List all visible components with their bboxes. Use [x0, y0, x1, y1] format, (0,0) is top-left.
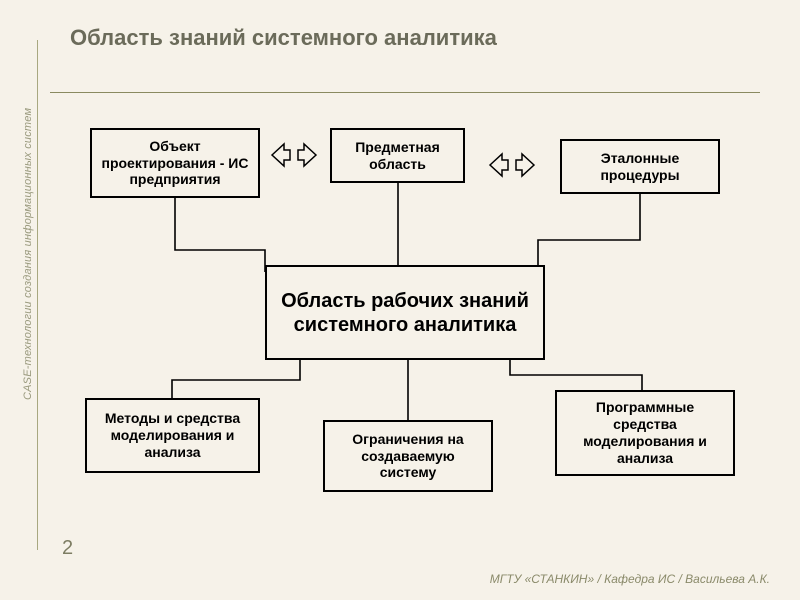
double-arrow-icon — [488, 150, 536, 180]
node-design-object: Объект проектирования - ИС предприятия — [90, 128, 260, 198]
node-label: Область рабочих знаний системного аналит… — [275, 289, 535, 337]
node-methods-tools: Методы и средства моделирования и анализ… — [85, 398, 260, 473]
node-constraints: Ограничения на создаваемую систему — [323, 420, 493, 492]
node-label: Эталонные процедуры — [570, 150, 710, 184]
node-label: Программные средства моделирования и ана… — [565, 399, 725, 466]
slide: CASE-технологии создания информационных … — [0, 0, 800, 600]
page-number: 2 — [62, 537, 73, 560]
node-software-tools: Программные средства моделирования и ана… — [555, 390, 735, 476]
node-subject-area: Предметная область — [330, 128, 465, 183]
footer-credit: МГТУ «СТАНКИН» / Кафедра ИС / Васильева … — [490, 572, 770, 586]
double-arrow-icon — [270, 140, 318, 170]
node-label: Методы и средства моделирования и анализ… — [95, 410, 250, 460]
knowledge-area-diagram: Объект проектирования - ИС предприятия П… — [0, 0, 800, 600]
node-reference-procs: Эталонные процедуры — [560, 139, 720, 194]
node-center-knowledge: Область рабочих знаний системного аналит… — [265, 265, 545, 360]
node-label: Предметная область — [340, 139, 455, 173]
node-label: Объект проектирования - ИС предприятия — [100, 138, 250, 188]
node-label: Ограничения на создаваемую систему — [333, 431, 483, 481]
